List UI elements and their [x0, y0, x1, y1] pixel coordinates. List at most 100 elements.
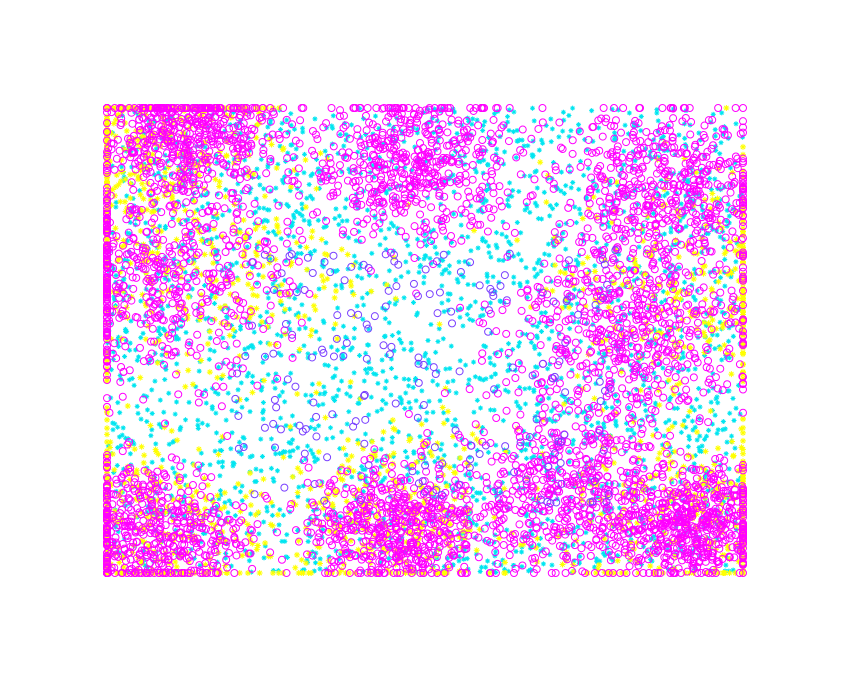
- scatter-point: [164, 118, 173, 127]
- scatter-point: [430, 409, 436, 415]
- scatter-point: [678, 355, 684, 361]
- scatter-point: [537, 454, 543, 460]
- scatter-point: [107, 439, 114, 446]
- scatter-point: [123, 328, 129, 334]
- scatter-point: [157, 158, 166, 167]
- scatter-point: [699, 207, 705, 213]
- scatter-point: [567, 326, 573, 332]
- scatter-point: [500, 219, 506, 225]
- scatter-point: [104, 140, 110, 147]
- scatter-point: [303, 560, 310, 567]
- scatter-point: [245, 345, 251, 351]
- scatter-point: [432, 459, 438, 465]
- scatter-point: [247, 147, 253, 153]
- scatter-point: [357, 536, 363, 542]
- scatter-point: [309, 417, 315, 423]
- scatter-point: [313, 389, 320, 396]
- scatter-point: [591, 395, 598, 402]
- scatter-point: [108, 202, 115, 209]
- scatter-point: [658, 307, 665, 314]
- scatter-point: [142, 153, 149, 160]
- scatter-point: [547, 361, 553, 367]
- scatter-point: [290, 212, 296, 218]
- scatter-point: [626, 390, 632, 396]
- scatter-point: [651, 326, 657, 332]
- scatter-point: [475, 208, 481, 214]
- scatter-point: [298, 250, 304, 256]
- scatter-point: [333, 282, 339, 288]
- scatter-point: [536, 542, 542, 548]
- scatter-point: [717, 319, 723, 325]
- scatter-point: [273, 371, 279, 377]
- scatter-point: [252, 226, 259, 233]
- scatter-point: [557, 268, 564, 275]
- scatter-point: [341, 143, 347, 149]
- scatter-point: [134, 266, 140, 272]
- scatter-point: [394, 115, 400, 121]
- scatter-point: [296, 284, 302, 290]
- scatter-point: [389, 417, 396, 424]
- scatter-point: [699, 236, 706, 243]
- scatter-point: [135, 173, 142, 180]
- scatter-point: [331, 294, 338, 301]
- scatter-point: [189, 171, 195, 177]
- scatter-point: [365, 515, 372, 522]
- scatter-point: [729, 351, 736, 358]
- scatter-point: [242, 105, 249, 111]
- scatter-point: [615, 398, 621, 404]
- scatter-point: [380, 428, 387, 435]
- scatter-point: [528, 339, 534, 345]
- scatter-point: [450, 562, 456, 568]
- scatter-point: [656, 154, 662, 160]
- scatter-point: [249, 453, 255, 459]
- scatter-point: [618, 305, 624, 311]
- scatter-point: [587, 345, 593, 351]
- scatter-point: [543, 123, 549, 129]
- scatter-point: [155, 336, 161, 342]
- scatter-point: [426, 398, 432, 404]
- scatter-point: [451, 189, 457, 195]
- scatter-point: [355, 221, 361, 227]
- scatter-point: [222, 162, 231, 171]
- scatter-point: [234, 260, 240, 266]
- scatter-point: [116, 343, 122, 349]
- scatter-point: [179, 154, 185, 160]
- scatter-point: [162, 328, 168, 334]
- scatter-point: [612, 130, 618, 136]
- scatter-point: [685, 444, 691, 450]
- scatter-point: [405, 201, 412, 208]
- scatter-point: [247, 190, 253, 196]
- scatter-point: [518, 257, 524, 263]
- scatter-point: [654, 110, 660, 116]
- scatter-point: [210, 122, 219, 131]
- scatter-point: [135, 214, 142, 221]
- scatter-point: [662, 297, 668, 303]
- scatter-point: [466, 377, 472, 383]
- scatter-point: [280, 180, 286, 186]
- scatter-point: [233, 144, 242, 153]
- scatter-point: [674, 405, 680, 411]
- scatter-point: [170, 439, 176, 445]
- scatter-point: [261, 111, 270, 120]
- scatter-point: [560, 230, 566, 236]
- scatter-point: [436, 326, 442, 332]
- scatter-point: [214, 234, 220, 240]
- scatter-point: [229, 501, 235, 507]
- scatter-point: [212, 301, 218, 307]
- scatter-point: [373, 513, 380, 520]
- scatter-point: [160, 457, 166, 463]
- scatter-point: [566, 304, 573, 311]
- scatter-point: [306, 399, 312, 405]
- scatter-point: [678, 429, 684, 435]
- scatter-point: [462, 161, 468, 167]
- scatter-point: [495, 159, 501, 165]
- scatter-point: [236, 570, 243, 576]
- scatter-point: [540, 416, 547, 423]
- scatter-point: [125, 258, 131, 264]
- scatter-point: [449, 240, 455, 246]
- scatter-point: [452, 417, 458, 423]
- scatter-point: [129, 376, 135, 382]
- scatter-point: [317, 150, 324, 157]
- scatter-point: [147, 136, 156, 145]
- scatter-point: [728, 371, 735, 378]
